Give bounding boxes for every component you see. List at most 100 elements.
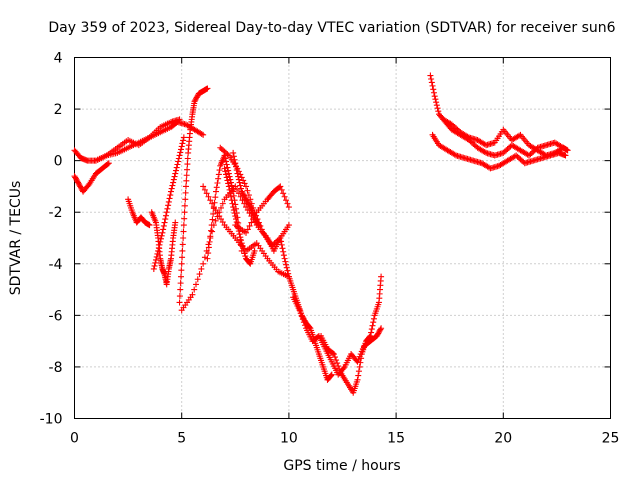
series-track-b: [71, 160, 112, 195]
data-point: [253, 216, 260, 223]
data-point: [221, 148, 228, 155]
data-point: [242, 253, 249, 260]
data-point: [330, 351, 337, 358]
data-point: [240, 247, 247, 254]
data-point: [75, 179, 82, 186]
data-point: [340, 365, 347, 372]
data-point: [169, 182, 176, 189]
data-point: [177, 280, 184, 287]
plot-frame: [74, 57, 611, 419]
data-point: [160, 226, 167, 233]
data-point: [251, 247, 258, 254]
data-point: [501, 148, 508, 155]
data-point: [427, 72, 434, 79]
data-point: [182, 196, 189, 203]
data-point: [279, 245, 286, 252]
data-point: [301, 322, 308, 329]
data-point: [239, 242, 246, 249]
data-point: [222, 155, 229, 162]
data-point: [151, 262, 158, 269]
data-point: [451, 151, 458, 158]
y-tick-label: 4: [54, 51, 63, 67]
data-point: [357, 359, 364, 366]
data-point: [283, 261, 290, 268]
data-point: [181, 209, 188, 216]
series-track-j: [204, 152, 245, 262]
data-point: [153, 253, 160, 260]
data-point: [178, 260, 185, 267]
data-point: [283, 264, 290, 271]
data-point: [183, 172, 190, 179]
data-point: [218, 204, 225, 211]
data-point: [209, 216, 216, 223]
data-point: [514, 153, 521, 160]
data-point: [435, 108, 442, 115]
data-point: [244, 198, 251, 205]
data-point: [180, 228, 187, 235]
data-point: [227, 176, 234, 183]
data-point: [162, 216, 169, 223]
data-point: [450, 122, 457, 129]
data-point: [278, 238, 285, 245]
data-point: [375, 330, 382, 337]
data-point: [157, 235, 164, 242]
series-track-q: [318, 273, 385, 396]
data-point: [165, 198, 172, 205]
data-point: [206, 238, 213, 245]
data-point: [225, 180, 232, 187]
data-point: [191, 98, 198, 105]
data-point: [217, 144, 224, 151]
data-point: [237, 234, 244, 241]
data-point: [203, 190, 210, 197]
data-point: [77, 184, 84, 191]
data-point: [181, 202, 188, 209]
data-point: [104, 161, 111, 168]
data-point: [432, 96, 439, 103]
data-point: [451, 124, 458, 131]
data-point: [172, 170, 179, 177]
data-point: [173, 164, 180, 171]
chart-title: Day 359 of 2023, Sidereal Day-to-day VTE…: [48, 20, 615, 36]
data-point: [297, 310, 304, 317]
data-point: [230, 207, 237, 214]
data-point: [368, 326, 375, 333]
x-tick-label: 10: [280, 431, 298, 447]
data-point: [283, 197, 290, 204]
data-point: [180, 134, 187, 141]
data-point: [517, 156, 524, 163]
data-point: [222, 168, 229, 175]
data-point: [278, 186, 285, 193]
data-point: [189, 291, 196, 298]
data-point: [165, 202, 172, 209]
data-point: [71, 173, 78, 180]
data-point: [161, 219, 168, 226]
data-point: [177, 286, 184, 293]
data-point: [277, 183, 284, 190]
data-point: [219, 219, 226, 226]
data-point: [373, 332, 380, 339]
data-point: [238, 237, 245, 244]
data-point: [162, 212, 169, 219]
data-point: [246, 202, 253, 209]
data-point: [448, 121, 455, 128]
data-point: [299, 316, 306, 323]
data-point: [231, 210, 238, 217]
data-point: [226, 186, 233, 193]
data-point: [194, 93, 201, 100]
data-point: [277, 235, 284, 241]
data-point: [178, 143, 185, 150]
data-point: [152, 256, 159, 263]
data-point: [378, 273, 385, 280]
data-point: [180, 137, 187, 144]
data-point: [204, 85, 211, 92]
data-point: [170, 179, 177, 186]
data-point: [214, 210, 221, 217]
data-point: [233, 163, 240, 170]
data-point: [236, 179, 243, 186]
data-point: [562, 152, 569, 159]
data-point: [184, 155, 191, 162]
data-point: [212, 194, 219, 201]
data-point: [225, 170, 232, 177]
data-point: [207, 197, 214, 204]
